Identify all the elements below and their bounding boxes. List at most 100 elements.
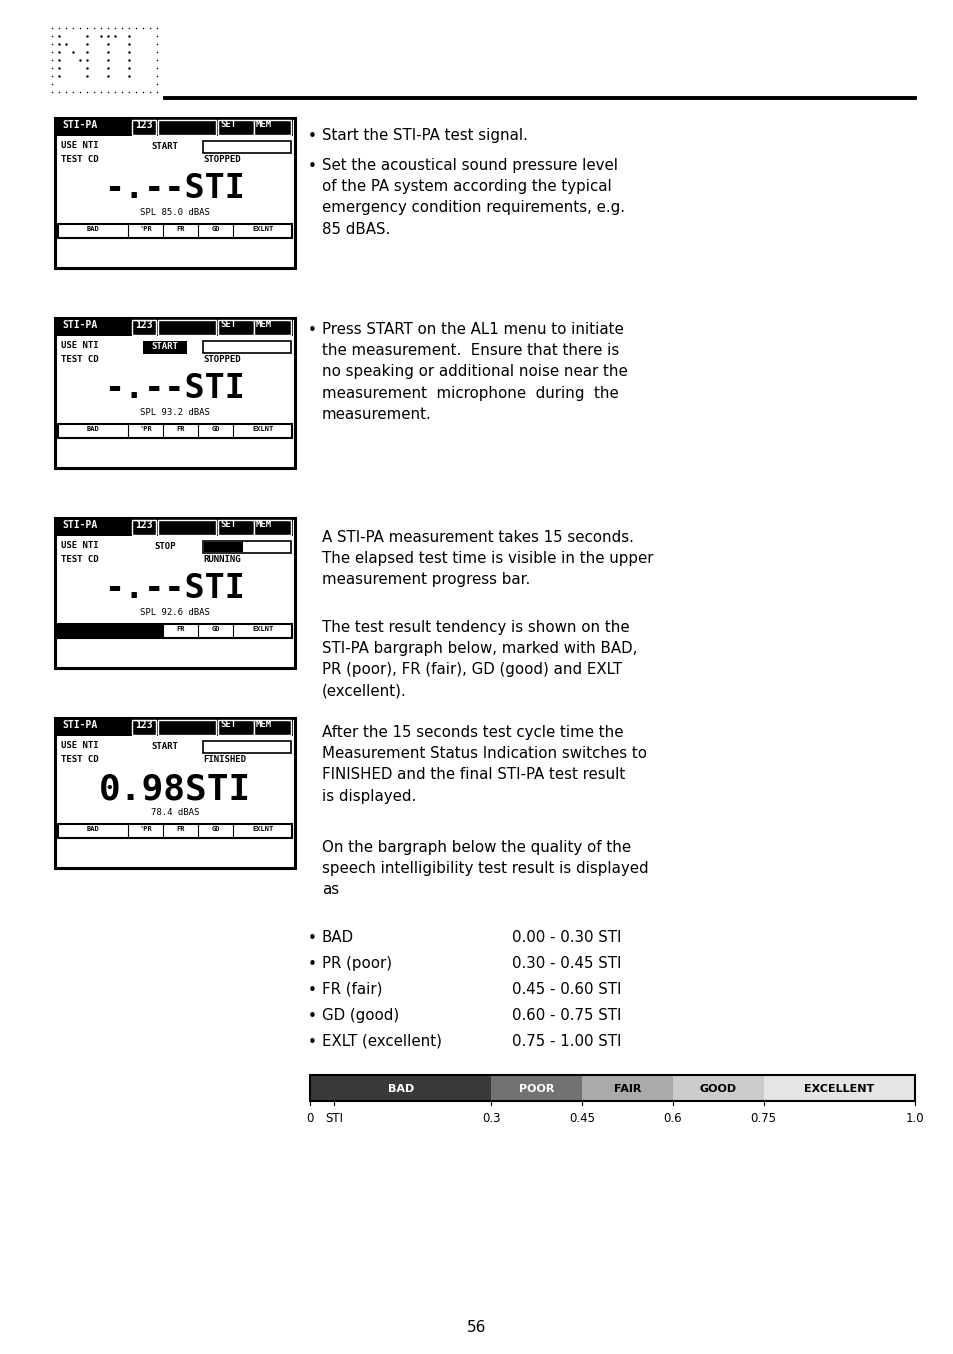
Text: •: • — [308, 324, 316, 338]
Text: 0.75: 0.75 — [750, 1112, 776, 1125]
Bar — [57, 719, 293, 737]
Bar — [253, 320, 291, 334]
Text: •: • — [308, 983, 316, 998]
Text: GOOD: GOOD — [700, 1085, 736, 1094]
Text: STI-PA: STI-PA — [62, 320, 97, 330]
Text: SET: SET — [220, 320, 236, 329]
Text: •: • — [308, 1034, 316, 1049]
Text: TEST CD: TEST CD — [61, 555, 98, 565]
Text: 78.4 dBAS: 78.4 dBAS — [151, 808, 199, 816]
Text: STOPPED: STOPPED — [203, 355, 240, 364]
Text: FR (fair): FR (fair) — [322, 982, 382, 997]
Bar — [58, 624, 292, 638]
Bar — [203, 741, 291, 753]
Text: •: • — [308, 957, 316, 972]
Bar — [218, 320, 253, 334]
Bar — [57, 119, 293, 135]
Text: STOPPED: STOPPED — [203, 154, 240, 164]
Text: FR: FR — [176, 427, 185, 432]
Text: STI: STI — [325, 1112, 343, 1125]
Bar — [218, 520, 253, 535]
Text: USE NTI: USE NTI — [61, 141, 98, 150]
Text: GD (good): GD (good) — [322, 1007, 399, 1024]
Bar — [204, 542, 242, 552]
Text: GD: GD — [212, 626, 220, 632]
Bar — [58, 223, 292, 238]
Text: 0.98STI: 0.98STI — [99, 772, 251, 806]
Bar — [58, 825, 292, 838]
Text: FAIR: FAIR — [614, 1085, 640, 1094]
Text: BAD: BAD — [87, 826, 99, 831]
Text: 'PR: 'PR — [139, 626, 152, 632]
Text: USE NTI: USE NTI — [61, 341, 98, 349]
Bar — [132, 320, 156, 334]
Text: 0.75 - 1.00 STI: 0.75 - 1.00 STI — [512, 1034, 620, 1049]
Text: EXCELLENT: EXCELLENT — [803, 1085, 874, 1094]
Text: Start the STI-PA test signal.: Start the STI-PA test signal. — [322, 129, 527, 144]
Text: BAD: BAD — [387, 1085, 414, 1094]
Bar — [55, 318, 294, 468]
Text: MEM: MEM — [255, 320, 272, 329]
Text: USE NTI: USE NTI — [61, 542, 98, 550]
Text: START: START — [152, 142, 178, 152]
Text: 'PR: 'PR — [139, 427, 152, 432]
Text: -.--STI: -.--STI — [105, 372, 245, 405]
Bar — [132, 520, 156, 535]
Text: BAD: BAD — [87, 226, 99, 232]
Text: STI-PA: STI-PA — [62, 720, 97, 730]
Text: 123: 123 — [135, 520, 152, 529]
Text: SET: SET — [220, 520, 236, 529]
Text: EXLT (excellent): EXLT (excellent) — [322, 1034, 441, 1049]
Bar — [158, 121, 215, 135]
Text: TEST CD: TEST CD — [61, 756, 98, 764]
Text: SPL 85.0 dBAS: SPL 85.0 dBAS — [140, 209, 210, 217]
Text: 1.0: 1.0 — [904, 1112, 923, 1125]
Bar — [143, 341, 187, 353]
Text: 'PR: 'PR — [139, 226, 152, 232]
Text: 56: 56 — [467, 1320, 486, 1335]
Bar — [158, 720, 215, 735]
Text: EXLNT: EXLNT — [252, 826, 274, 831]
Text: Set the acoustical sound pressure level
of the PA system according the typical
e: Set the acoustical sound pressure level … — [322, 158, 624, 237]
Bar — [310, 1075, 914, 1101]
Bar — [55, 519, 294, 668]
Bar — [158, 520, 215, 535]
Bar — [57, 519, 293, 536]
Bar — [672, 1075, 763, 1101]
Bar — [310, 1075, 491, 1101]
Text: 123: 123 — [135, 720, 152, 730]
Bar — [203, 141, 291, 153]
Bar — [132, 720, 156, 735]
Text: After the 15 seconds test cycle time the
Measurement Status Indication switches : After the 15 seconds test cycle time the… — [322, 724, 646, 804]
Text: FINISHED: FINISHED — [203, 756, 246, 764]
Text: 0.30 - 0.45 STI: 0.30 - 0.45 STI — [512, 956, 620, 971]
Text: EXLNT: EXLNT — [252, 427, 274, 432]
Text: -.--STI: -.--STI — [105, 172, 245, 204]
Text: 0: 0 — [306, 1112, 314, 1125]
Bar — [253, 121, 291, 135]
Text: 0.00 - 0.30 STI: 0.00 - 0.30 STI — [512, 930, 620, 945]
Bar — [58, 424, 292, 437]
Text: •: • — [308, 158, 316, 175]
Text: •: • — [308, 932, 316, 946]
Text: SET: SET — [220, 720, 236, 728]
Bar — [55, 718, 294, 868]
Text: STI-PA: STI-PA — [62, 520, 97, 529]
Text: FR: FR — [176, 626, 185, 632]
Text: •: • — [308, 129, 316, 144]
Text: •: • — [308, 1009, 316, 1024]
Text: Press START on the AL1 menu to initiate
the measurement.  Ensure that there is
n: Press START on the AL1 menu to initiate … — [322, 322, 627, 422]
Text: MEM: MEM — [255, 520, 272, 529]
Text: FR: FR — [176, 226, 185, 232]
Bar — [203, 341, 291, 353]
Text: BAD: BAD — [87, 427, 99, 432]
Text: 123: 123 — [135, 121, 152, 130]
Text: POOR: POOR — [518, 1085, 554, 1094]
Text: GD: GD — [212, 427, 220, 432]
Text: A STI-PA measurement takes 15 seconds.
The elapsed test time is visible in the u: A STI-PA measurement takes 15 seconds. T… — [322, 529, 653, 588]
Text: 123: 123 — [135, 320, 152, 330]
Text: TEST CD: TEST CD — [61, 355, 98, 364]
Text: 'PR: 'PR — [139, 826, 152, 831]
Text: MEM: MEM — [255, 720, 272, 728]
Bar — [491, 1075, 581, 1101]
